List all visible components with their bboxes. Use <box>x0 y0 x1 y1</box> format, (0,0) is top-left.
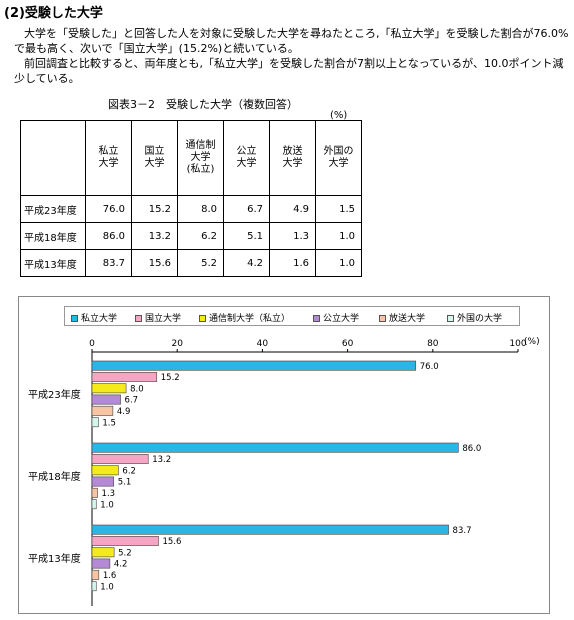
bar-value-label: 1.0 <box>100 582 114 592</box>
column-header: 私立 大学 <box>85 120 132 196</box>
summary-paragraph-2: 前回調査と比較すると、両年度とも,「私立大学」を受験した割合が7割以上となってい… <box>14 57 564 85</box>
legend-swatch <box>313 315 320 322</box>
bar <box>91 442 459 453</box>
bar <box>91 558 111 569</box>
table-cell: 6.2 <box>177 222 224 250</box>
x-tick-label: 100 <box>509 339 526 349</box>
table-cell: 1.5 <box>315 195 362 223</box>
legend-swatch <box>71 315 78 322</box>
legend-label: 国立大学 <box>145 314 182 324</box>
bar-value-label: 83.7 <box>453 526 472 536</box>
column-header: 通信制 大学 (私立) <box>177 120 224 196</box>
category-label: 平成18年度 <box>28 470 81 483</box>
bar <box>91 581 97 592</box>
table-cell: 5.1 <box>223 222 270 250</box>
x-tick-label: 40 <box>257 339 269 349</box>
table-cell: 15.2 <box>131 195 178 223</box>
table-cell: 5.2 <box>177 249 224 277</box>
category-label: 平成23年度 <box>28 388 81 401</box>
bar-value-label: 86.0 <box>462 444 481 454</box>
bar-value-label: 1.0 <box>100 500 114 510</box>
chart-frame <box>18 296 550 614</box>
legend-swatch <box>379 315 386 322</box>
row-header: 平成13年度 <box>20 249 86 277</box>
bar <box>91 453 149 464</box>
bar <box>91 547 115 558</box>
bar-value-label: 1.6 <box>103 571 117 581</box>
bar-value-label: 4.2 <box>114 560 128 570</box>
bar-value-label: 76.0 <box>420 362 439 372</box>
table-header-row: 私立 大学 国立 大学 通信制 大学 (私立) 公立 大学 放送 大学 外国の … <box>20 120 362 196</box>
bar <box>91 569 100 580</box>
column-header: 国立 大学 <box>131 120 178 196</box>
bar-value-label: 1.5 <box>102 418 116 428</box>
x-tick-label: 60 <box>342 339 354 349</box>
chart-legend: 私立大学 国立大学 通信制大学（私立） 公立大学 放送大学 外国の大学 <box>64 306 520 326</box>
table-cell: 1.3 <box>269 222 316 250</box>
legend-label: 公立大学 <box>323 314 360 324</box>
column-header: 放送 大学 <box>269 120 316 196</box>
table-cell: 15.6 <box>131 249 178 277</box>
summary-paragraph-1: 大学を「受験した」と回答した人を対象に受験した大学を尋ねたところ,「私立大学」を… <box>14 27 569 55</box>
x-unit-label: (%) <box>524 337 540 347</box>
legend-swatch <box>199 315 206 322</box>
results-table: 私立 大学 国立 大学 通信制 大学 (私立) 公立 大学 放送 大学 外国の … <box>20 120 362 277</box>
table-cell: 4.9 <box>269 195 316 223</box>
legend-swatch <box>447 315 454 322</box>
table-cell: 1.0 <box>315 249 362 277</box>
bar <box>91 405 114 416</box>
bar-value-label: 5.1 <box>118 478 132 488</box>
table-row: 平成13年度 83.7 15.6 5.2 4.2 1.6 1.0 <box>20 249 362 277</box>
legend-swatch <box>135 315 142 322</box>
row-header: 平成18年度 <box>20 222 86 250</box>
legend-label: 通信制大学（私立） <box>209 314 291 324</box>
table-caption: 図表3－2 受験した大学（複数回答） <box>108 98 298 111</box>
bar <box>91 383 127 394</box>
legend-item: 国立大学 <box>135 311 181 324</box>
legend-item: 私立大学 <box>71 311 117 324</box>
x-tick-label: 80 <box>427 339 439 349</box>
bar <box>91 524 449 535</box>
bar <box>91 499 97 510</box>
legend-item: 放送大学 <box>379 311 425 324</box>
table-cell: 4.2 <box>223 249 270 277</box>
legend-item: 通信制大学（私立） <box>199 311 290 324</box>
bar-value-label: 6.2 <box>122 466 136 476</box>
legend-label: 私立大学 <box>81 314 118 324</box>
category-label: 平成13年度 <box>28 552 81 565</box>
x-tick-label: 20 <box>171 339 183 349</box>
bar <box>91 535 159 546</box>
legend-item: 外国の大学 <box>447 311 502 324</box>
table-unit-label: (%) <box>330 110 348 121</box>
bar <box>91 487 98 498</box>
bar <box>91 371 158 382</box>
table-row: 平成18年度 86.0 13.2 6.2 5.1 1.3 1.0 <box>20 222 362 250</box>
bar-value-label: 5.2 <box>118 548 132 558</box>
table-cell: 1.6 <box>269 249 316 277</box>
section-heading: (2)受験した大学 <box>4 6 103 21</box>
bar <box>91 476 115 487</box>
bar-value-label: 4.9 <box>117 407 131 417</box>
bar <box>91 394 121 405</box>
bar-value-label: 15.6 <box>162 537 181 547</box>
bar-value-label: 13.2 <box>152 455 171 465</box>
bar <box>91 360 417 371</box>
legend-label: 外国の大学 <box>457 314 503 324</box>
bar <box>91 465 119 476</box>
bar-value-label: 8.0 <box>130 384 144 394</box>
table-cell: 83.7 <box>85 249 132 277</box>
bar-value-label: 15.2 <box>161 373 180 383</box>
bar <box>91 417 99 428</box>
bar-value-label: 1.3 <box>102 489 116 499</box>
x-tick-label: 0 <box>89 339 95 349</box>
bar-value-label: 6.7 <box>125 396 139 406</box>
legend-item: 公立大学 <box>313 311 359 324</box>
legend-label: 放送大学 <box>389 314 426 324</box>
